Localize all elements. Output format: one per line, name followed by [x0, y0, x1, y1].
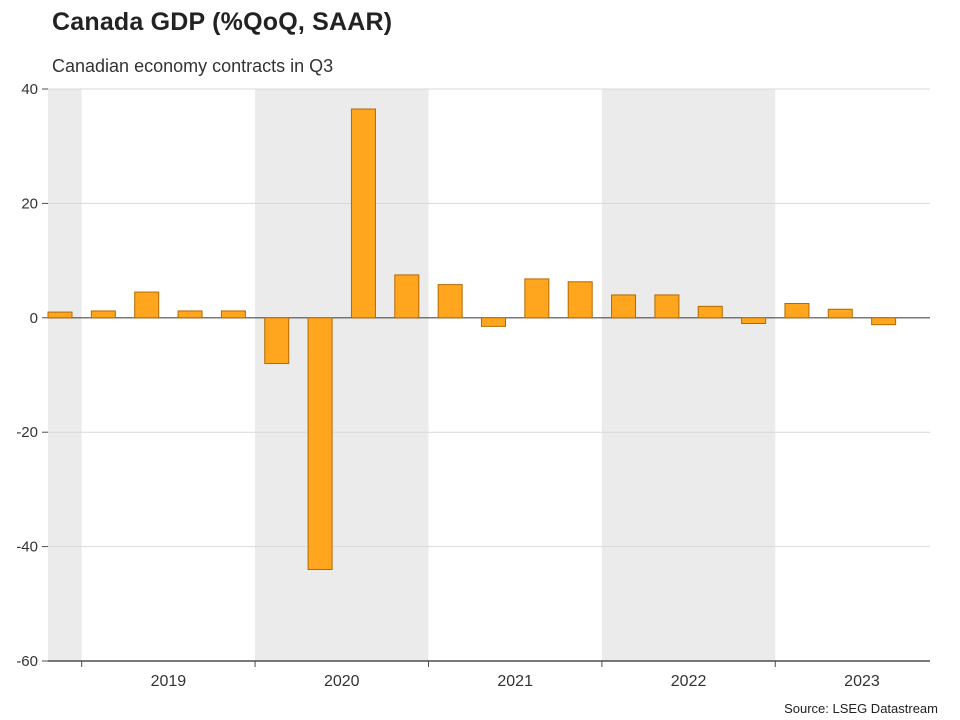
- bar-2019-q2: [134, 291, 160, 319]
- bar-2023-q3: [871, 317, 897, 326]
- bar-2021-q4: [567, 281, 593, 319]
- chart-subtitle: Canadian economy contracts in Q3: [52, 56, 334, 76]
- bar-2020-q2: [307, 317, 333, 570]
- x-year-label: 2022: [671, 673, 707, 690]
- bar-2022-q2: [654, 294, 680, 319]
- y-tick-label: -40: [16, 539, 38, 556]
- x-year-label: 2019: [151, 673, 187, 690]
- bar-2022-q1: [611, 294, 637, 319]
- bar-2018-q4: [47, 311, 73, 319]
- bar-2022-q3: [697, 305, 723, 319]
- bar-2019-q3: [177, 310, 203, 319]
- bar-2019-q1: [90, 310, 116, 319]
- y-tick-label: -20: [16, 424, 38, 441]
- year-band: [601, 89, 776, 661]
- year-band: [255, 89, 429, 661]
- y-tick-label: 0: [30, 310, 38, 327]
- x-year-label: 2020: [324, 673, 360, 690]
- bar-2019-q4: [220, 310, 246, 319]
- bar-2020-q4: [394, 274, 420, 319]
- y-tick-label: 40: [21, 81, 38, 98]
- bar-2020-q3: [350, 108, 376, 319]
- bar-2023-q2: [827, 308, 853, 319]
- x-year-label: 2021: [497, 673, 533, 690]
- chart-title: Canada GDP (%QoQ, SAAR): [52, 8, 393, 36]
- bar-2021-q1: [437, 284, 463, 319]
- y-tick-label: 20: [21, 195, 38, 212]
- year-band: [48, 89, 82, 661]
- bar-2020-q1: [264, 317, 290, 365]
- bar-2022-q4: [741, 317, 767, 325]
- bar-2023-q1: [784, 303, 810, 319]
- y-tick-label: -60: [16, 653, 38, 670]
- source-note: Source: LSEG Datastream: [784, 701, 938, 716]
- bar-2021-q3: [524, 278, 550, 319]
- x-year-label: 2023: [844, 673, 880, 690]
- bar-2021-q2: [481, 317, 506, 327]
